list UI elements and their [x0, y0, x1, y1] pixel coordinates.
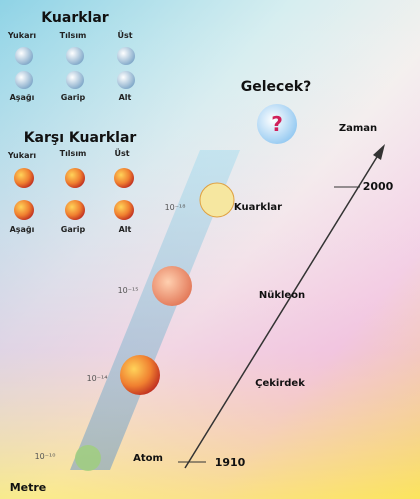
- antiquarks-title: Karşı Kuarklar: [24, 130, 137, 146]
- level-label: Atom: [133, 453, 163, 464]
- scale-label: 10⁻¹⁵: [118, 286, 139, 295]
- scale-label: 10⁻¹⁴: [87, 374, 108, 383]
- antiquark-label: Üst: [114, 148, 129, 158]
- background-glow: [0, 0, 420, 499]
- quark-label: Tılsım: [60, 31, 87, 40]
- antiquark-label: Aşağı: [10, 225, 35, 234]
- quark-label: Üst: [117, 30, 132, 40]
- level-label: Çekirdek: [255, 378, 305, 389]
- antiquark-label: Tılsım: [60, 149, 87, 158]
- time-label: Zaman: [339, 123, 377, 134]
- future-label: Gelecek?: [241, 79, 312, 95]
- antiquark-label: Garip: [61, 225, 86, 234]
- antiquark-label: Yukarı: [7, 151, 37, 160]
- quark-label: Alt: [119, 93, 132, 102]
- level-label: Nükleon: [259, 290, 305, 301]
- time-tick: 1910: [215, 456, 246, 469]
- scale-label: 10⁻¹⁰: [35, 452, 56, 461]
- unit-label: Metre: [10, 481, 47, 494]
- quark-label: Yukarı: [7, 31, 37, 40]
- antiquark-label: Alt: [119, 225, 132, 234]
- nucleus-sphere: [120, 355, 160, 395]
- level-label: Kuarklar: [234, 202, 282, 213]
- time-tick: 2000: [363, 180, 394, 193]
- quark-label: Garip: [61, 93, 86, 102]
- quarks-title: Kuarklar: [41, 10, 108, 26]
- future-symbol: ?: [271, 112, 283, 136]
- scale-label: 10⁻¹⁸: [165, 203, 186, 212]
- quark-sphere: [200, 183, 234, 217]
- illustration: Kuarklar Yukarı Tılsım Üst Aşağı Garip A…: [0, 0, 420, 499]
- nucleon-sphere: [152, 266, 192, 306]
- atom-sphere: [75, 445, 101, 471]
- quark-label: Aşağı: [10, 93, 35, 102]
